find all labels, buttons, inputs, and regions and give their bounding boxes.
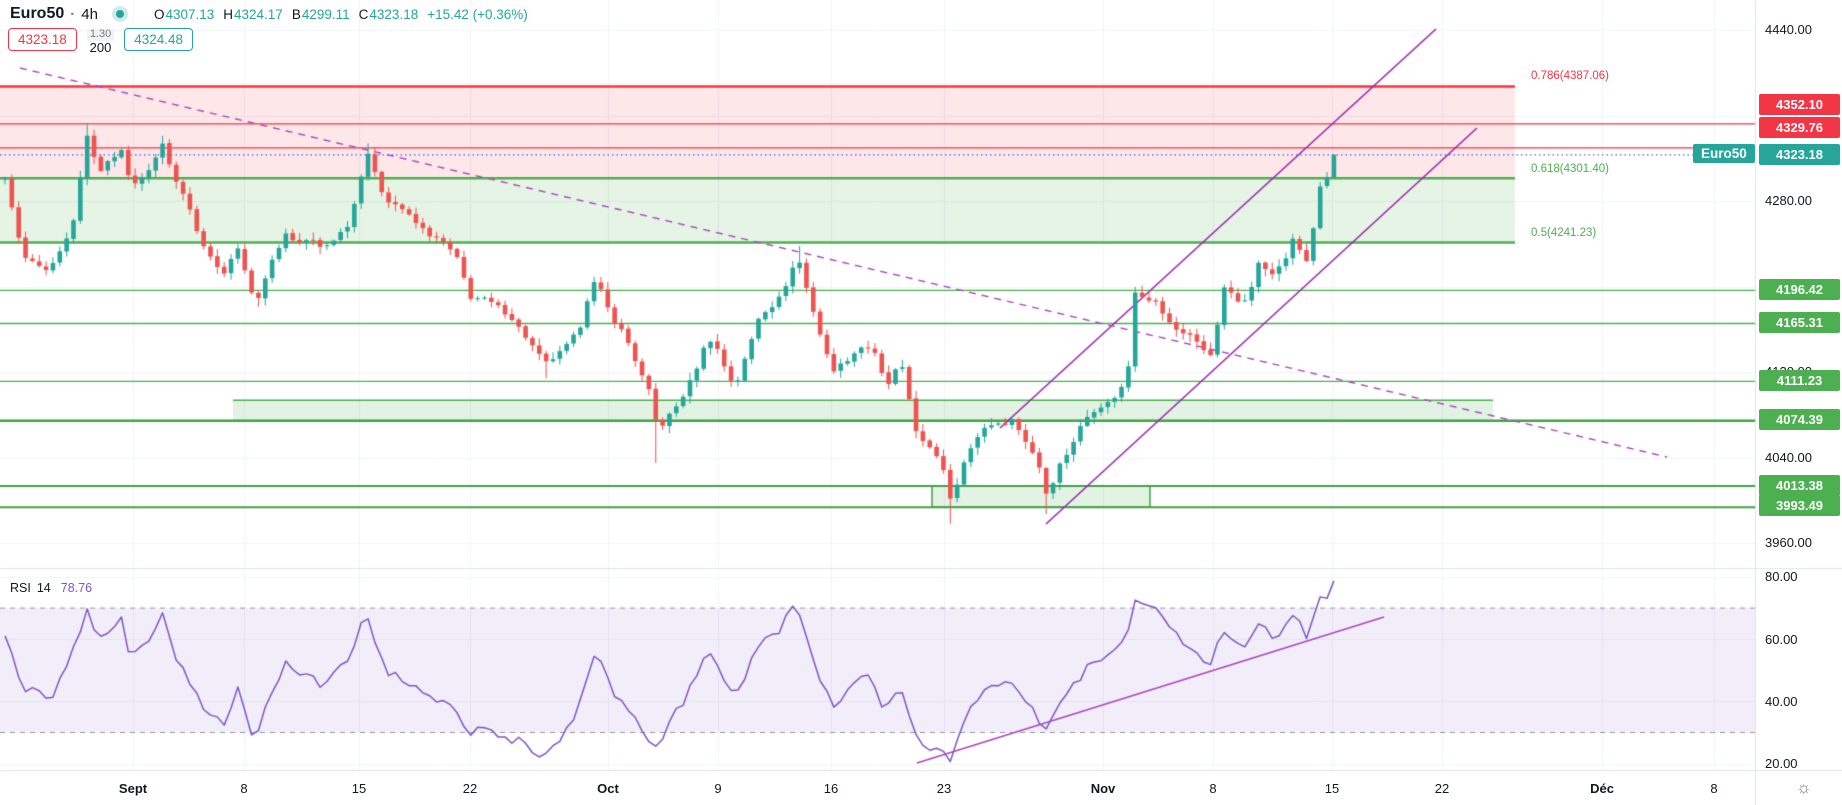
ohlc-close-value: 4323.18 bbox=[369, 6, 419, 22]
time-axis-tick: 22 bbox=[462, 781, 478, 796]
alert-price-box[interactable]: 4323.18 bbox=[8, 28, 77, 51]
price-axis-badge: 4111.23 bbox=[1759, 370, 1840, 391]
time-axis-tick: 15 bbox=[1324, 781, 1340, 796]
ohlc-high-label: H bbox=[223, 6, 234, 22]
rsi-value: 78.76 bbox=[60, 581, 93, 595]
price-axis-tick: 60.00 bbox=[1765, 632, 1798, 647]
ohlc-values: O 4307.13 H 4324.17 B 4299.11 C 4323.18 +15.… bbox=[154, 7, 528, 22]
ohlc-low-value: 4299.11 bbox=[301, 6, 350, 22]
price-axis-tick: 4040.00 bbox=[1765, 450, 1812, 465]
fib-level-label: 0.786(4387.06) bbox=[1531, 70, 1610, 82]
time-axis-tick: 8 bbox=[1710, 781, 1718, 796]
ohlc-open-label: O bbox=[153, 6, 165, 22]
price-axis-tick: 80.00 bbox=[1765, 569, 1798, 584]
time-axis-tick: 22 bbox=[1434, 781, 1450, 796]
time-axis-tick: Oct bbox=[597, 781, 619, 796]
price-axis-tick: 4280.00 bbox=[1765, 193, 1812, 208]
price-axis-badge: 4323.18 bbox=[1759, 144, 1840, 165]
price-axis-badge: 4329.76 bbox=[1759, 117, 1840, 138]
indicator-mini-values: 1.30 200 bbox=[86, 28, 115, 55]
time-axis-tick: 16 bbox=[823, 781, 839, 796]
timeframe[interactable]: 4h bbox=[81, 5, 98, 23]
rsi-header[interactable]: RSI 14 78.76 bbox=[10, 581, 92, 595]
time-axis-tick: 9 bbox=[714, 781, 722, 796]
price-axis-badge: 4165.31 bbox=[1759, 312, 1840, 333]
fib-level-label: 0.618(4301.40) bbox=[1531, 163, 1610, 175]
time-axis-tick: Déc bbox=[1590, 781, 1614, 796]
theme-toggle-icon[interactable]: ☼ bbox=[1796, 778, 1812, 797]
time-axis-tick: 15 bbox=[351, 781, 367, 796]
ohlc-low-label: B bbox=[291, 6, 301, 22]
price-axis-badge: 4013.38 bbox=[1759, 475, 1840, 496]
price-axis-badge: 4196.42 bbox=[1759, 279, 1840, 300]
chart-header: Euro50 · 4h O 4307.13 H 4324.17 B 4299.11 C… bbox=[10, 5, 528, 23]
indicator-mini-top: 1.30 bbox=[86, 28, 115, 41]
current-price-symbol-tag: Euro50 bbox=[1693, 144, 1755, 163]
ma-price-box[interactable]: 4324.48 bbox=[124, 28, 194, 51]
fib-level-label: 0.5(4241.23) bbox=[1531, 227, 1597, 239]
time-axis-tick: 8 bbox=[1209, 781, 1217, 796]
price-axis-tick: 3960.00 bbox=[1765, 535, 1812, 550]
symbol-separator: · bbox=[70, 5, 76, 23]
rsi-indicator-name: RSI bbox=[10, 581, 31, 595]
time-axis-tick: Nov bbox=[1090, 781, 1116, 796]
time-axis-tick: 23 bbox=[936, 781, 952, 796]
market-status-icon[interactable] bbox=[111, 6, 128, 22]
price-axis-tick: 20.00 bbox=[1765, 756, 1798, 771]
time-axis-tick: Sept bbox=[118, 781, 148, 796]
price-axis-badge: 4074.39 bbox=[1759, 409, 1840, 430]
indicator-mini-bottom: 200 bbox=[89, 39, 112, 55]
price-change: +15.42 (+0.36%) bbox=[427, 6, 528, 22]
price-label-boxes: 4323.18 1.30 200 4324.48 bbox=[8, 28, 194, 55]
price-axis-badge: 4352.10 bbox=[1759, 94, 1840, 115]
ohlc-high-value: 4324.17 bbox=[234, 6, 283, 22]
symbol-name[interactable]: Euro50 bbox=[10, 5, 65, 22]
ohlc-open-value: 4307.13 bbox=[165, 6, 215, 22]
time-axis-tick: 8 bbox=[240, 781, 248, 796]
price-axis-tick: 4440.00 bbox=[1765, 22, 1812, 37]
price-axis-badge: 3993.49 bbox=[1759, 495, 1840, 516]
ohlc-close-label: C bbox=[358, 6, 369, 22]
rsi-indicator-length: 14 bbox=[36, 581, 51, 595]
price-axis-tick: 40.00 bbox=[1765, 694, 1798, 709]
